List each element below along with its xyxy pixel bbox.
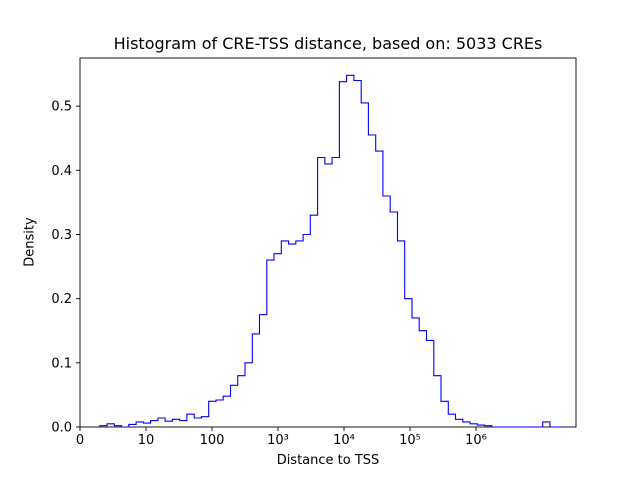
y-tick-label: 0.2 — [51, 292, 72, 307]
y-tick-label: 0.1 — [51, 356, 72, 371]
x-tick-label: 10⁴ — [333, 433, 355, 448]
y-tick-label: 0.0 — [51, 421, 72, 436]
histogram-step-line — [99, 74, 565, 428]
x-tick-label: 10 — [138, 433, 155, 448]
y-tick-label: 0.3 — [51, 228, 72, 243]
x-tick-label: 100 — [200, 433, 225, 448]
chart-title: Histogram of CRE-TSS distance, based on:… — [113, 34, 543, 53]
x-tick-label: 10⁵ — [399, 433, 421, 448]
y-axis-label: Density — [22, 217, 38, 267]
axes-frame — [79, 57, 577, 428]
y-tick-label: 0.5 — [51, 100, 72, 115]
x-axis-label: Distance to TSS — [276, 453, 380, 468]
x-tick-label: 10⁶ — [465, 433, 487, 448]
y-tick-label: 0.4 — [51, 164, 72, 179]
x-tick-label: 0 — [76, 433, 84, 448]
x-tick-label: 10³ — [267, 433, 289, 448]
